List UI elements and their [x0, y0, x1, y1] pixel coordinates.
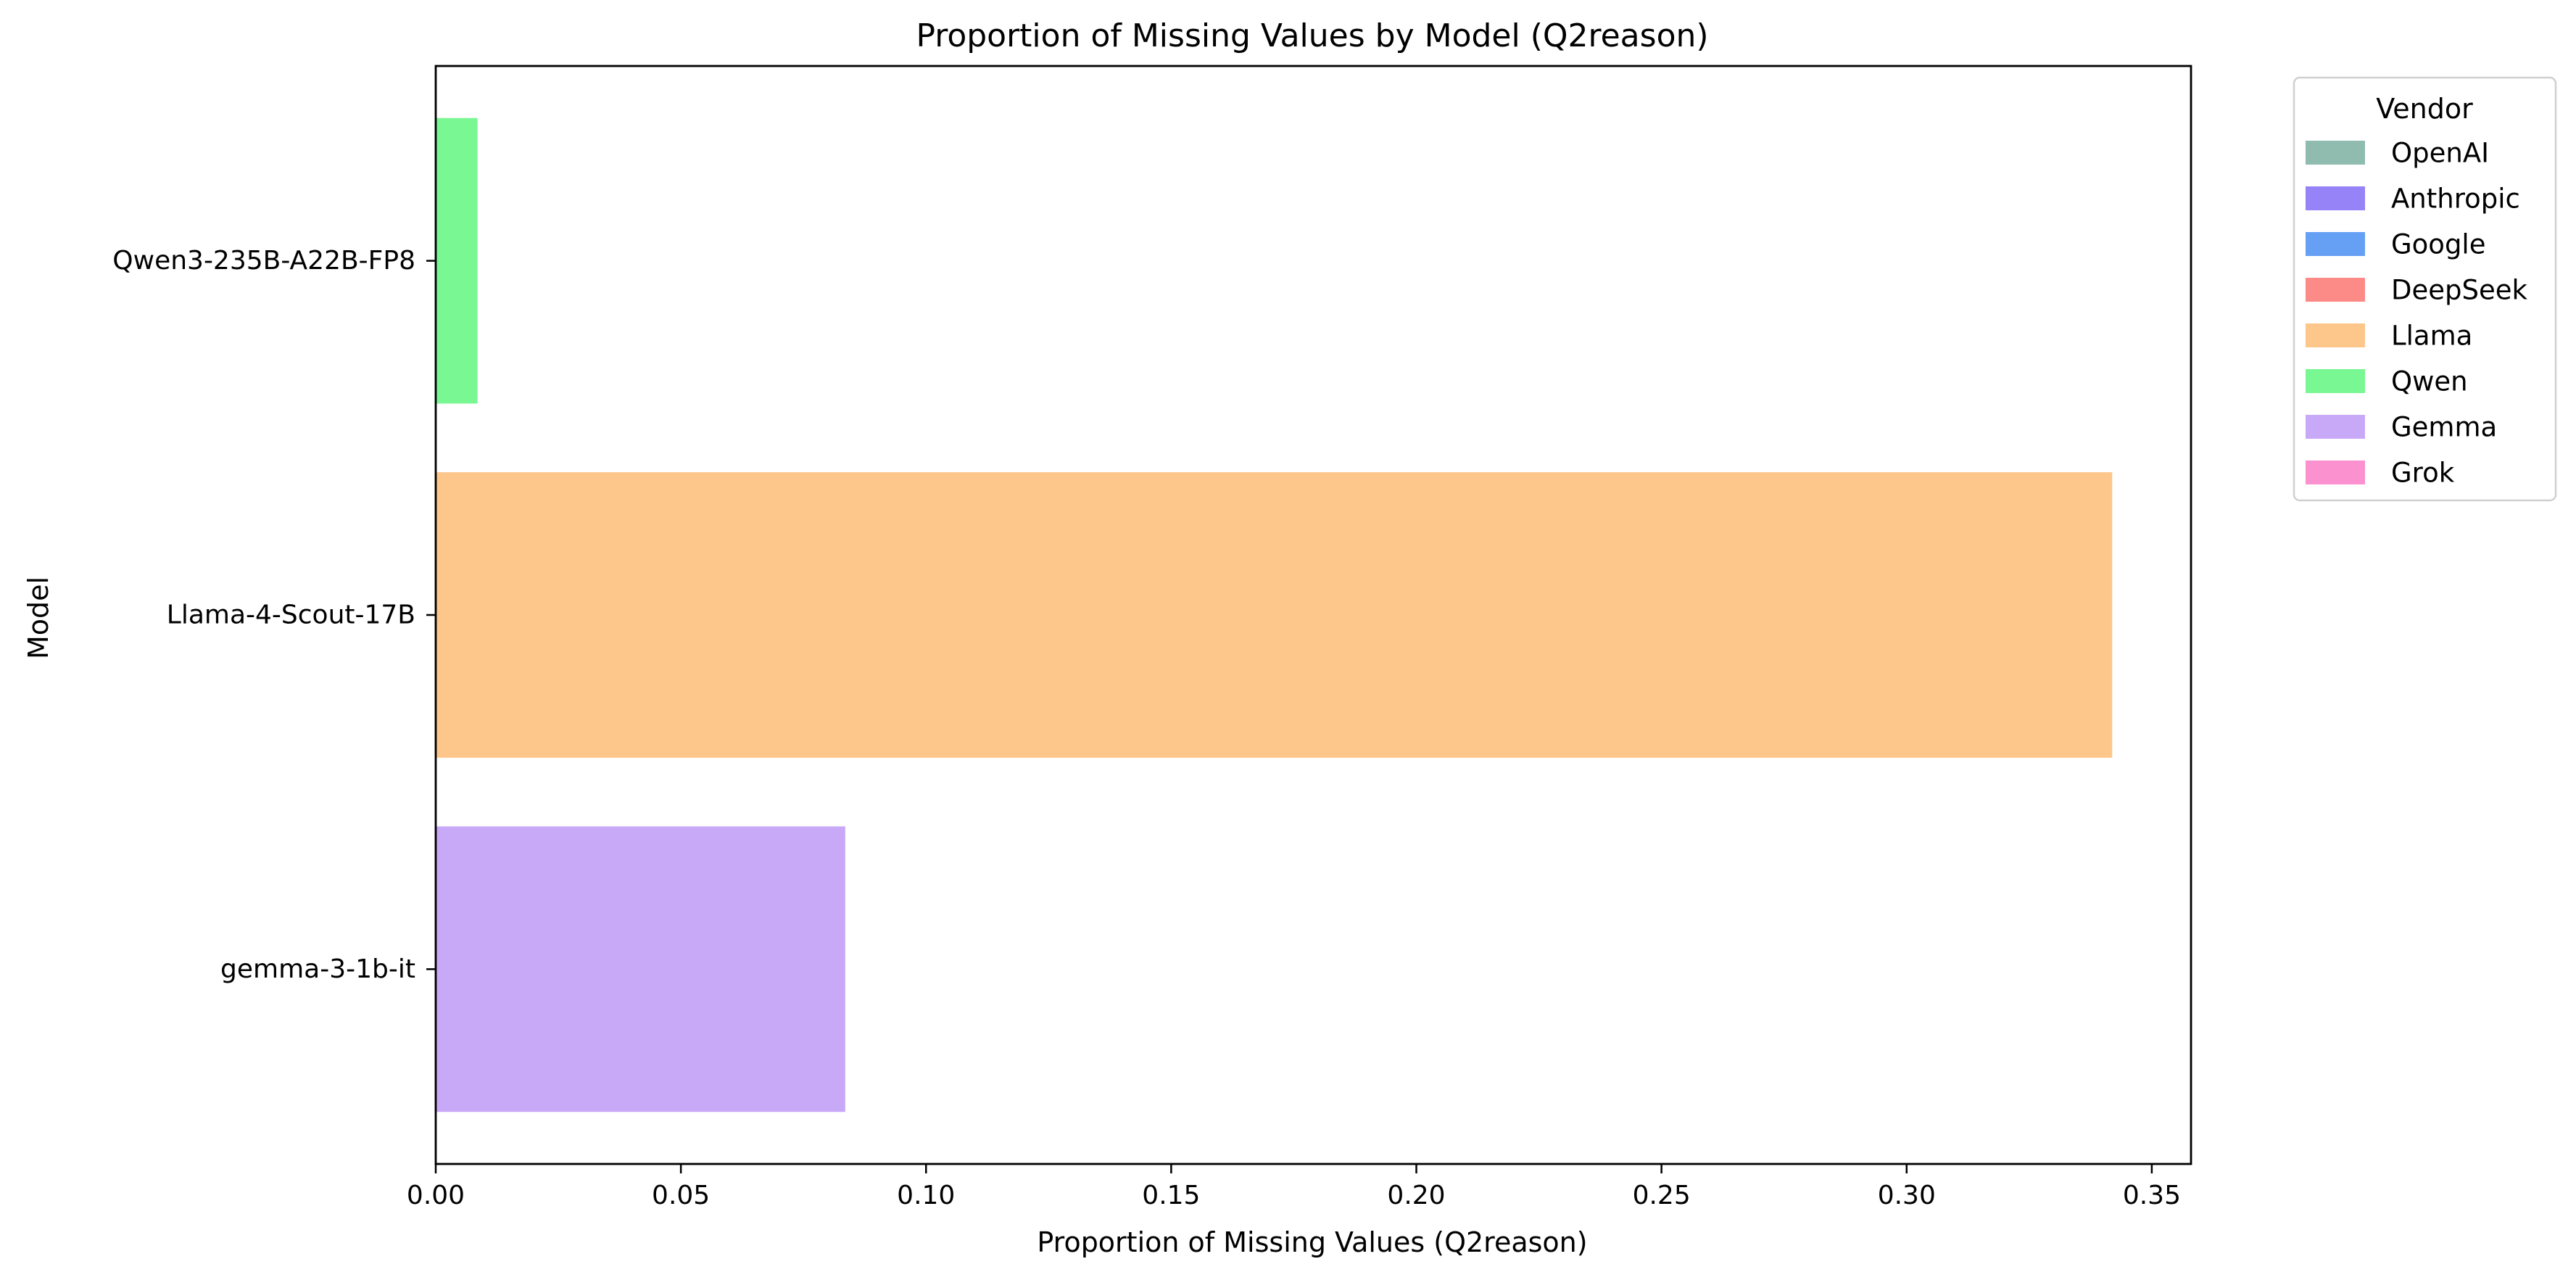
legend-entries: OpenAI Anthropic Google DeepSeek Llama Qwen Ge… — [2306, 138, 2528, 489]
x-tick-label: 0.30 — [1878, 1181, 1936, 1210]
chart-title: Proportion of Missing Values by Model (Q… — [916, 17, 1708, 54]
legend-label-grok: Grok — [2391, 458, 2455, 489]
legend-swatch-gemma — [2306, 415, 2365, 439]
legend-label-openai: OpenAI — [2391, 138, 2489, 169]
legend-swatch-llama — [2306, 323, 2365, 347]
y-axis-label: Model — [22, 577, 54, 659]
y-tick-label: Llama-4-Scout-17B — [167, 600, 415, 630]
legend-swatch-openai — [2306, 141, 2365, 165]
legend: Vendor OpenAI Anthropic Google DeepSeek Llam… — [2293, 76, 2557, 502]
bar-gemma-3-1b-it — [434, 826, 845, 1112]
bar-Llama-4-Scout-17B — [434, 472, 2113, 758]
x-tick-label: 0.15 — [1142, 1181, 1200, 1210]
bar-Qwen3-235B-A22B-FP8 — [434, 117, 478, 404]
legend-swatch-anthropic — [2306, 186, 2365, 210]
legend-frame — [2293, 76, 2557, 502]
legend-label-gemma: Gemma — [2391, 412, 2497, 443]
legend-label-deepseek: DeepSeek — [2391, 275, 2528, 306]
legend-label-anthropic: Anthropic — [2391, 183, 2520, 215]
legend-swatch-deepseek — [2306, 278, 2365, 302]
legend-title: Vendor — [2376, 93, 2473, 125]
x-axis-ticks: 0.00 0.05 0.10 0.15 0.20 0.25 0.30 0.35 — [407, 1164, 2181, 1210]
legend-label-llama: Llama — [2391, 321, 2472, 352]
x-tick-label: 0.25 — [1633, 1181, 1691, 1210]
bars-group — [434, 117, 2113, 1112]
y-tick-label: gemma-3-1b-it — [220, 954, 415, 984]
x-axis-label: Proportion of Missing Values (Q2reason) — [1037, 1226, 1587, 1258]
x-tick-label: 0.05 — [652, 1181, 710, 1210]
x-tick-label: 0.35 — [2123, 1181, 2181, 1210]
legend-label-google: Google — [2391, 229, 2485, 260]
legend-swatch-qwen — [2306, 369, 2365, 393]
y-axis-ticks: Qwen3-235B-A22B-FP8 Llama-4-Scout-17B gemm… — [112, 246, 436, 984]
legend-label-qwen: Qwen — [2391, 366, 2468, 397]
y-tick-label: Qwen3-235B-A22B-FP8 — [112, 246, 415, 276]
x-tick-label: 0.10 — [897, 1181, 955, 1210]
legend-swatch-grok — [2306, 461, 2365, 484]
x-tick-label: 0.20 — [1387, 1181, 1445, 1210]
legend-swatch-google — [2306, 232, 2365, 256]
x-tick-label: 0.00 — [407, 1181, 465, 1210]
